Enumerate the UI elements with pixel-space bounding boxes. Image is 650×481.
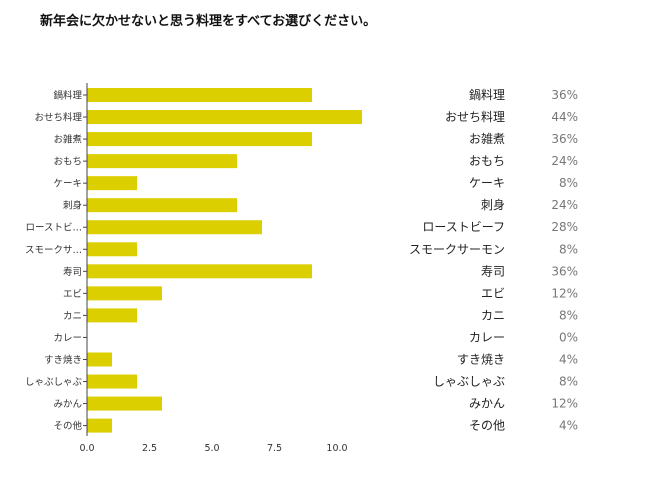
table-item-percent: 24%: [551, 198, 578, 212]
table-item-name: エビ: [481, 286, 505, 300]
x-tick-label: 2.5: [142, 443, 157, 454]
table-item-percent: 36%: [551, 132, 578, 146]
bar: [87, 110, 362, 125]
bar: [87, 286, 162, 301]
table-item-name: カレー: [469, 330, 505, 344]
table-item-name: しゃぶしゃぶ: [433, 375, 505, 389]
category-label: エビ: [63, 289, 82, 300]
table-item-name: スモークサーモン: [409, 242, 505, 256]
bar: [87, 220, 262, 235]
x-tick-label: 10.0: [326, 443, 347, 454]
table-item-name: みかん: [469, 397, 505, 411]
category-label: おせち料理: [34, 112, 82, 124]
table-item-name: その他: [469, 419, 505, 433]
table-item-name: おもち: [469, 154, 505, 168]
category-label: 刺身: [63, 200, 82, 212]
category-label: 鍋料理: [53, 90, 82, 102]
table-item-name: ローストビーフ: [422, 220, 505, 234]
table-item-name: すき焼き: [457, 352, 505, 366]
x-tick-labels: 0.0 2.5 5.0 7.5 10.0: [79, 443, 347, 454]
table-item-name: 寿司: [481, 264, 505, 278]
table-item-percent: 36%: [551, 264, 578, 278]
table-item-percent: 44%: [551, 110, 578, 124]
bar: [87, 176, 137, 191]
bar: [87, 396, 162, 411]
bar: [87, 418, 112, 433]
bars-group: [87, 88, 362, 433]
category-label: カレー: [53, 333, 82, 344]
x-tick-label: 0.0: [79, 443, 94, 454]
table-item-name: カニ: [481, 308, 505, 322]
category-label: その他: [53, 420, 82, 432]
bar: [87, 154, 237, 169]
bar: [87, 198, 237, 213]
percent-table: 鍋料理 36% おせち料理 44% お雑煮 36% おもち 24% ケーキ 8% 刺身 24% ロースト…: [409, 87, 578, 433]
category-label: しゃぶしゃぶ: [25, 377, 83, 388]
category-label: ローストビ…: [25, 223, 82, 234]
bar: [87, 374, 137, 389]
axes-group: [83, 83, 88, 436]
table-item-percent: 4%: [559, 352, 578, 366]
table-item-percent: 12%: [551, 397, 578, 411]
category-label: カニ: [63, 311, 82, 322]
category-label: ケーキ: [53, 179, 82, 190]
category-label: みかん: [53, 399, 82, 410]
table-item-name: お雑煮: [469, 131, 505, 146]
bar: [87, 352, 112, 367]
table-item-percent: 0%: [559, 330, 578, 344]
category-label: お雑煮: [53, 134, 82, 146]
table-item-percent: 4%: [559, 419, 578, 433]
table-item-percent: 8%: [559, 375, 578, 389]
table-item-name: 刺身: [481, 197, 505, 212]
bar: [87, 242, 137, 257]
table-item-percent: 8%: [559, 176, 578, 190]
table-item-percent: 36%: [551, 88, 578, 102]
bar: [87, 88, 312, 102]
table-item-name: ケーキ: [469, 176, 505, 190]
table-item-percent: 8%: [559, 242, 578, 256]
bar: [87, 264, 312, 279]
table-item-percent: 28%: [551, 220, 578, 234]
x-tick-label: 7.5: [267, 443, 282, 454]
table-item-percent: 24%: [551, 154, 578, 168]
x-tick-label: 5.0: [204, 443, 219, 454]
category-label: 寿司: [63, 266, 82, 278]
bar: [87, 308, 137, 323]
category-label: おもち: [53, 157, 82, 168]
category-label: すき焼き: [44, 354, 82, 366]
chart-title: 新年会に欠かせないと思う料理をすべてお選びください。: [40, 14, 377, 29]
category-label: スモークサ…: [25, 245, 82, 256]
bar: [87, 132, 312, 147]
table-item-name: おせち料理: [445, 110, 505, 124]
table-item-percent: 12%: [551, 286, 578, 300]
table-item-percent: 8%: [559, 308, 578, 322]
table-item-name: 鍋料理: [469, 87, 505, 102]
